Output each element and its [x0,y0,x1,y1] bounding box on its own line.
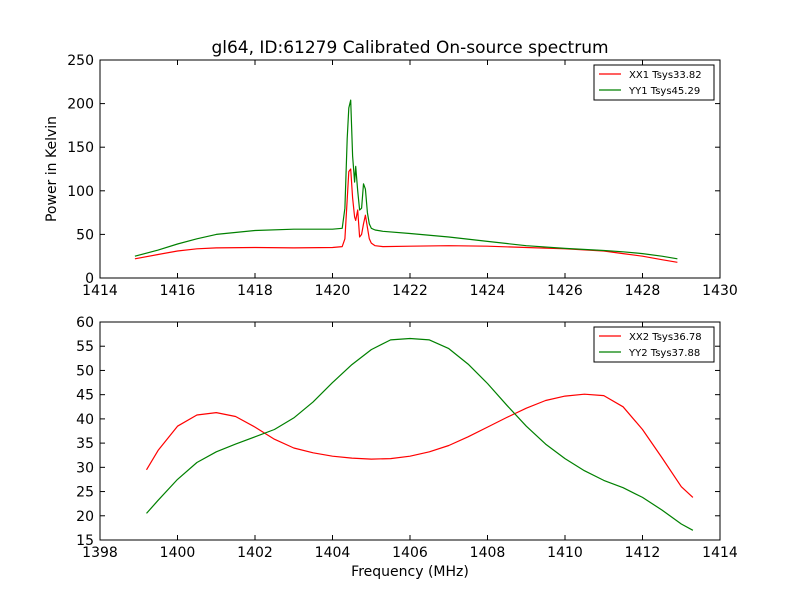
top-x-tick-label: 1416 [160,283,196,299]
top-series-line-xx [134,168,678,263]
bottom-legend-box [593,326,715,363]
bottom-x-tick-label: 1400 [160,545,196,561]
top-y-axis-label: Power in Kelvin [44,116,60,222]
top-y-tick-label: 0 [85,271,94,287]
top-y-tick-label: 150 [67,140,94,156]
bottom-x-tick-label: 1410 [547,545,583,561]
bottom-y-tick-label: 45 [76,388,94,404]
top-x-tick-label: 1418 [237,283,273,299]
bottom-x-tick-label: 1414 [702,545,738,561]
bottom-series-line-xx [145,393,694,498]
top-y-tick-label: 50 [76,227,94,243]
top-x-tick-label: 1428 [625,283,661,299]
top-legend: XX1 Tsys33.82 YY1 Tsys45.29 [593,64,715,101]
bottom-y-tick-label: 40 [76,412,94,428]
bottom-spectrum-panel: 1398 1400 1402 1404 1406 1408 1410 1412 1414 15 20… [76,315,738,580]
bottom-x-tick-label: 1412 [625,545,661,561]
top-x-tick-label: 1422 [392,283,428,299]
bottom-legend-label-xx2: XX2 Tsys36.78 [629,332,702,343]
bottom-x-tick-label: 1408 [470,545,506,561]
top-y-tick-label: 200 [67,97,94,113]
bottom-x-tick-label: 1406 [392,545,428,561]
top-y-tick-label: 100 [67,184,94,200]
x-axis-label: Frequency (MHz) [351,564,469,580]
bottom-x-tick-label: 1402 [237,545,273,561]
bottom-y-tick-label: 15 [76,533,94,549]
top-series-lines [134,99,678,263]
bottom-series-lines [145,337,694,531]
bottom-y-tick-label: 35 [76,436,94,452]
bottom-legend: XX2 Tsys36.78 YY2 Tsys37.88 [593,326,715,363]
top-y-tick-label: 250 [67,53,94,69]
bottom-y-tick-label: 50 [76,363,94,379]
figure-title: gl64, ID:61279 Calibrated On-source spec… [211,38,608,58]
top-axis-ticks: 1414 1416 1418 1420 1422 1424 1426 1428 1430 0 50 1… [67,53,738,299]
top-legend-box [593,64,715,101]
bottom-y-tick-label: 60 [76,315,94,331]
top-x-tick-label: 1426 [547,283,583,299]
top-x-tick-label: 1424 [470,283,506,299]
bottom-y-tick-label: 30 [76,460,94,476]
top-legend-label-yy1: YY1 Tsys45.29 [628,86,700,97]
top-series-line-yy [134,99,678,260]
bottom-x-tick-label: 1404 [315,545,351,561]
top-x-tick-label: 1420 [315,283,351,299]
bottom-x-tick-label: 1398 [82,545,118,561]
bottom-axis-ticks: 1398 1400 1402 1404 1406 1408 1410 1412 1414 15 20… [76,315,738,561]
bottom-y-tick-label: 20 [76,509,94,525]
bottom-series-line-yy [146,337,694,531]
bottom-y-tick-label: 25 [76,485,94,501]
bottom-y-tick-label: 55 [76,339,94,355]
top-legend-label-xx1: XX1 Tsys33.82 [629,70,702,81]
top-spectrum-panel: 1414 1416 1418 1420 1422 1424 1426 1428 1430 0 50 1… [44,53,738,299]
top-x-tick-label: 1430 [702,283,738,299]
bottom-legend-label-yy2: YY2 Tsys37.88 [628,348,700,359]
top-x-tick-label: 1414 [82,283,118,299]
